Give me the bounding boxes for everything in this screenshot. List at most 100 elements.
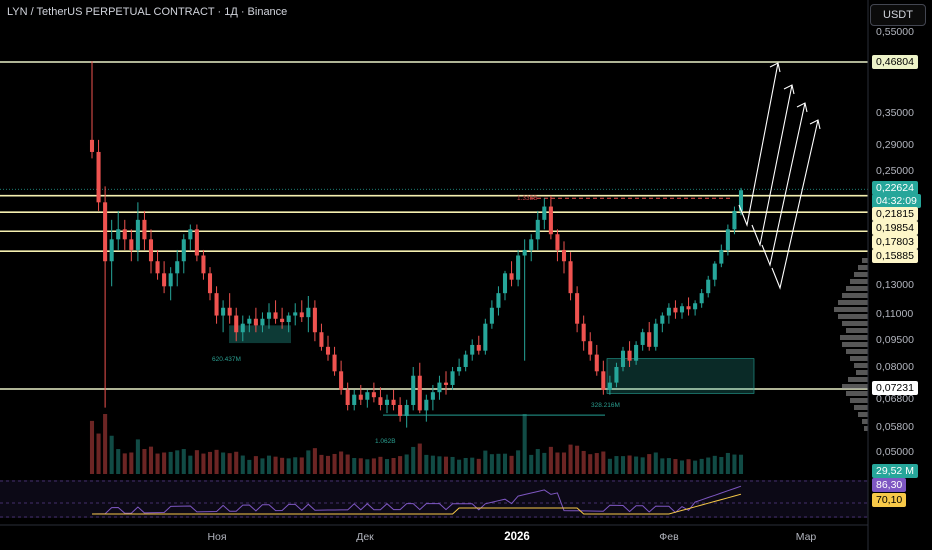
candle-body bbox=[162, 273, 167, 287]
candle-body bbox=[135, 219, 140, 250]
volume-bar bbox=[293, 457, 298, 474]
candle-body bbox=[457, 366, 462, 372]
candle-body bbox=[719, 249, 724, 264]
candle-body bbox=[384, 399, 390, 405]
volume-bar bbox=[529, 454, 534, 474]
price-tag-level-3: 0,19854 bbox=[872, 221, 918, 235]
volume-profile-bar bbox=[856, 370, 868, 375]
candle-body bbox=[679, 306, 685, 313]
candle-body bbox=[712, 263, 717, 280]
candle-body bbox=[529, 239, 534, 250]
candle-body bbox=[568, 261, 573, 294]
volume-bar bbox=[699, 458, 704, 474]
volume-bar bbox=[96, 433, 101, 474]
volume-bar bbox=[647, 454, 652, 474]
volume-bar bbox=[424, 454, 429, 474]
candle-body bbox=[129, 239, 134, 250]
volume-profile-bar bbox=[842, 321, 868, 326]
projection-arrow bbox=[751, 84, 793, 247]
volume-bar bbox=[312, 448, 317, 474]
candle-body bbox=[666, 307, 671, 316]
volume-bar bbox=[175, 450, 180, 474]
candle-body bbox=[234, 315, 239, 333]
candle-body bbox=[634, 344, 639, 361]
candle-body bbox=[620, 350, 626, 367]
volume-profile-bar bbox=[846, 349, 868, 354]
candle-body bbox=[148, 239, 154, 262]
volume-bar bbox=[712, 455, 717, 474]
volume-bar bbox=[686, 459, 691, 474]
volume-profile-bar bbox=[846, 328, 868, 333]
price-tick-label: 0,13000 bbox=[876, 279, 914, 291]
box-volume-label-3: 328.216M bbox=[591, 402, 620, 409]
projection-arrow bbox=[771, 119, 819, 290]
candle-body bbox=[502, 273, 508, 294]
volume-bar bbox=[306, 450, 311, 474]
candle-body bbox=[607, 382, 612, 390]
price-tag-level-1: 0,46804 bbox=[872, 55, 918, 69]
volume-bar bbox=[227, 453, 232, 474]
volume-profile-bar bbox=[838, 300, 868, 305]
volume-bar bbox=[443, 456, 449, 474]
candle-body bbox=[371, 392, 376, 398]
base-line bbox=[383, 414, 605, 416]
volume-bar bbox=[548, 446, 553, 474]
volume-profile-bar bbox=[846, 391, 868, 396]
candle-body bbox=[168, 273, 173, 287]
volume-bar bbox=[437, 456, 442, 474]
candle-body bbox=[450, 371, 455, 385]
volume-bar bbox=[653, 452, 658, 474]
rsi-ma-line bbox=[92, 493, 742, 515]
candle-body bbox=[378, 397, 383, 405]
candle-body bbox=[89, 139, 95, 152]
candle-body bbox=[181, 239, 186, 262]
price-tick-label: 0,55000 bbox=[876, 26, 914, 38]
projection-arrow bbox=[738, 62, 779, 227]
volume-bar bbox=[122, 453, 127, 474]
volume-bar bbox=[725, 452, 730, 474]
volume-bar bbox=[129, 452, 134, 474]
volume-bar bbox=[234, 451, 239, 474]
volume-bar bbox=[280, 457, 285, 474]
volume-bar bbox=[594, 453, 599, 474]
date-label-2026: 2026 bbox=[504, 531, 530, 543]
candle-body bbox=[319, 332, 324, 347]
candle-body bbox=[253, 318, 258, 326]
volume-bar bbox=[450, 456, 455, 474]
candle-body bbox=[725, 229, 730, 250]
price-tick-label: 0,25000 bbox=[876, 165, 914, 177]
candle-body bbox=[699, 293, 704, 304]
candle-body bbox=[417, 375, 422, 411]
volume-profile-bar bbox=[834, 307, 868, 312]
volume-bar bbox=[634, 456, 639, 474]
volume-bar bbox=[299, 457, 304, 474]
candle-body bbox=[214, 293, 219, 316]
price-tick-label: 0,08000 bbox=[876, 361, 914, 373]
volume-bar bbox=[555, 452, 560, 474]
candle-body bbox=[391, 399, 396, 405]
volume-bar bbox=[384, 459, 390, 474]
volume-bar bbox=[148, 446, 154, 474]
volume-profile-bar bbox=[864, 426, 868, 431]
volume-bar bbox=[640, 457, 645, 474]
price-tick-label: 0,05000 bbox=[876, 446, 914, 458]
volume-bar bbox=[679, 460, 685, 474]
price-tick-label: 0,29000 bbox=[876, 139, 914, 151]
candle-body bbox=[706, 279, 711, 294]
volume-bar bbox=[516, 450, 521, 474]
volume-bar bbox=[398, 456, 403, 474]
currency-button[interactable]: USDT bbox=[870, 4, 926, 26]
volume-profile-bar bbox=[862, 258, 868, 263]
price-tag-level-2: 0,21815 bbox=[872, 207, 918, 221]
candle-body bbox=[345, 389, 350, 405]
volume-bar bbox=[352, 457, 357, 474]
volume-profile-bar bbox=[842, 342, 868, 347]
candle-body bbox=[358, 394, 363, 400]
price-tick-label: 0,35000 bbox=[876, 107, 914, 119]
volume-bar bbox=[476, 458, 481, 474]
candle-body bbox=[470, 344, 475, 355]
volume-bar bbox=[738, 454, 744, 474]
candle-body bbox=[332, 354, 337, 372]
volume-bar bbox=[614, 456, 619, 474]
